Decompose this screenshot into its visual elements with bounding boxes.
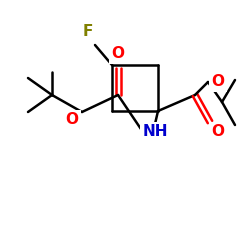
Text: O: O <box>66 112 78 128</box>
Text: NH: NH <box>142 124 168 140</box>
Text: O: O <box>212 74 224 90</box>
Text: F: F <box>83 24 93 40</box>
Text: O: O <box>212 124 224 140</box>
Text: O: O <box>112 46 124 62</box>
